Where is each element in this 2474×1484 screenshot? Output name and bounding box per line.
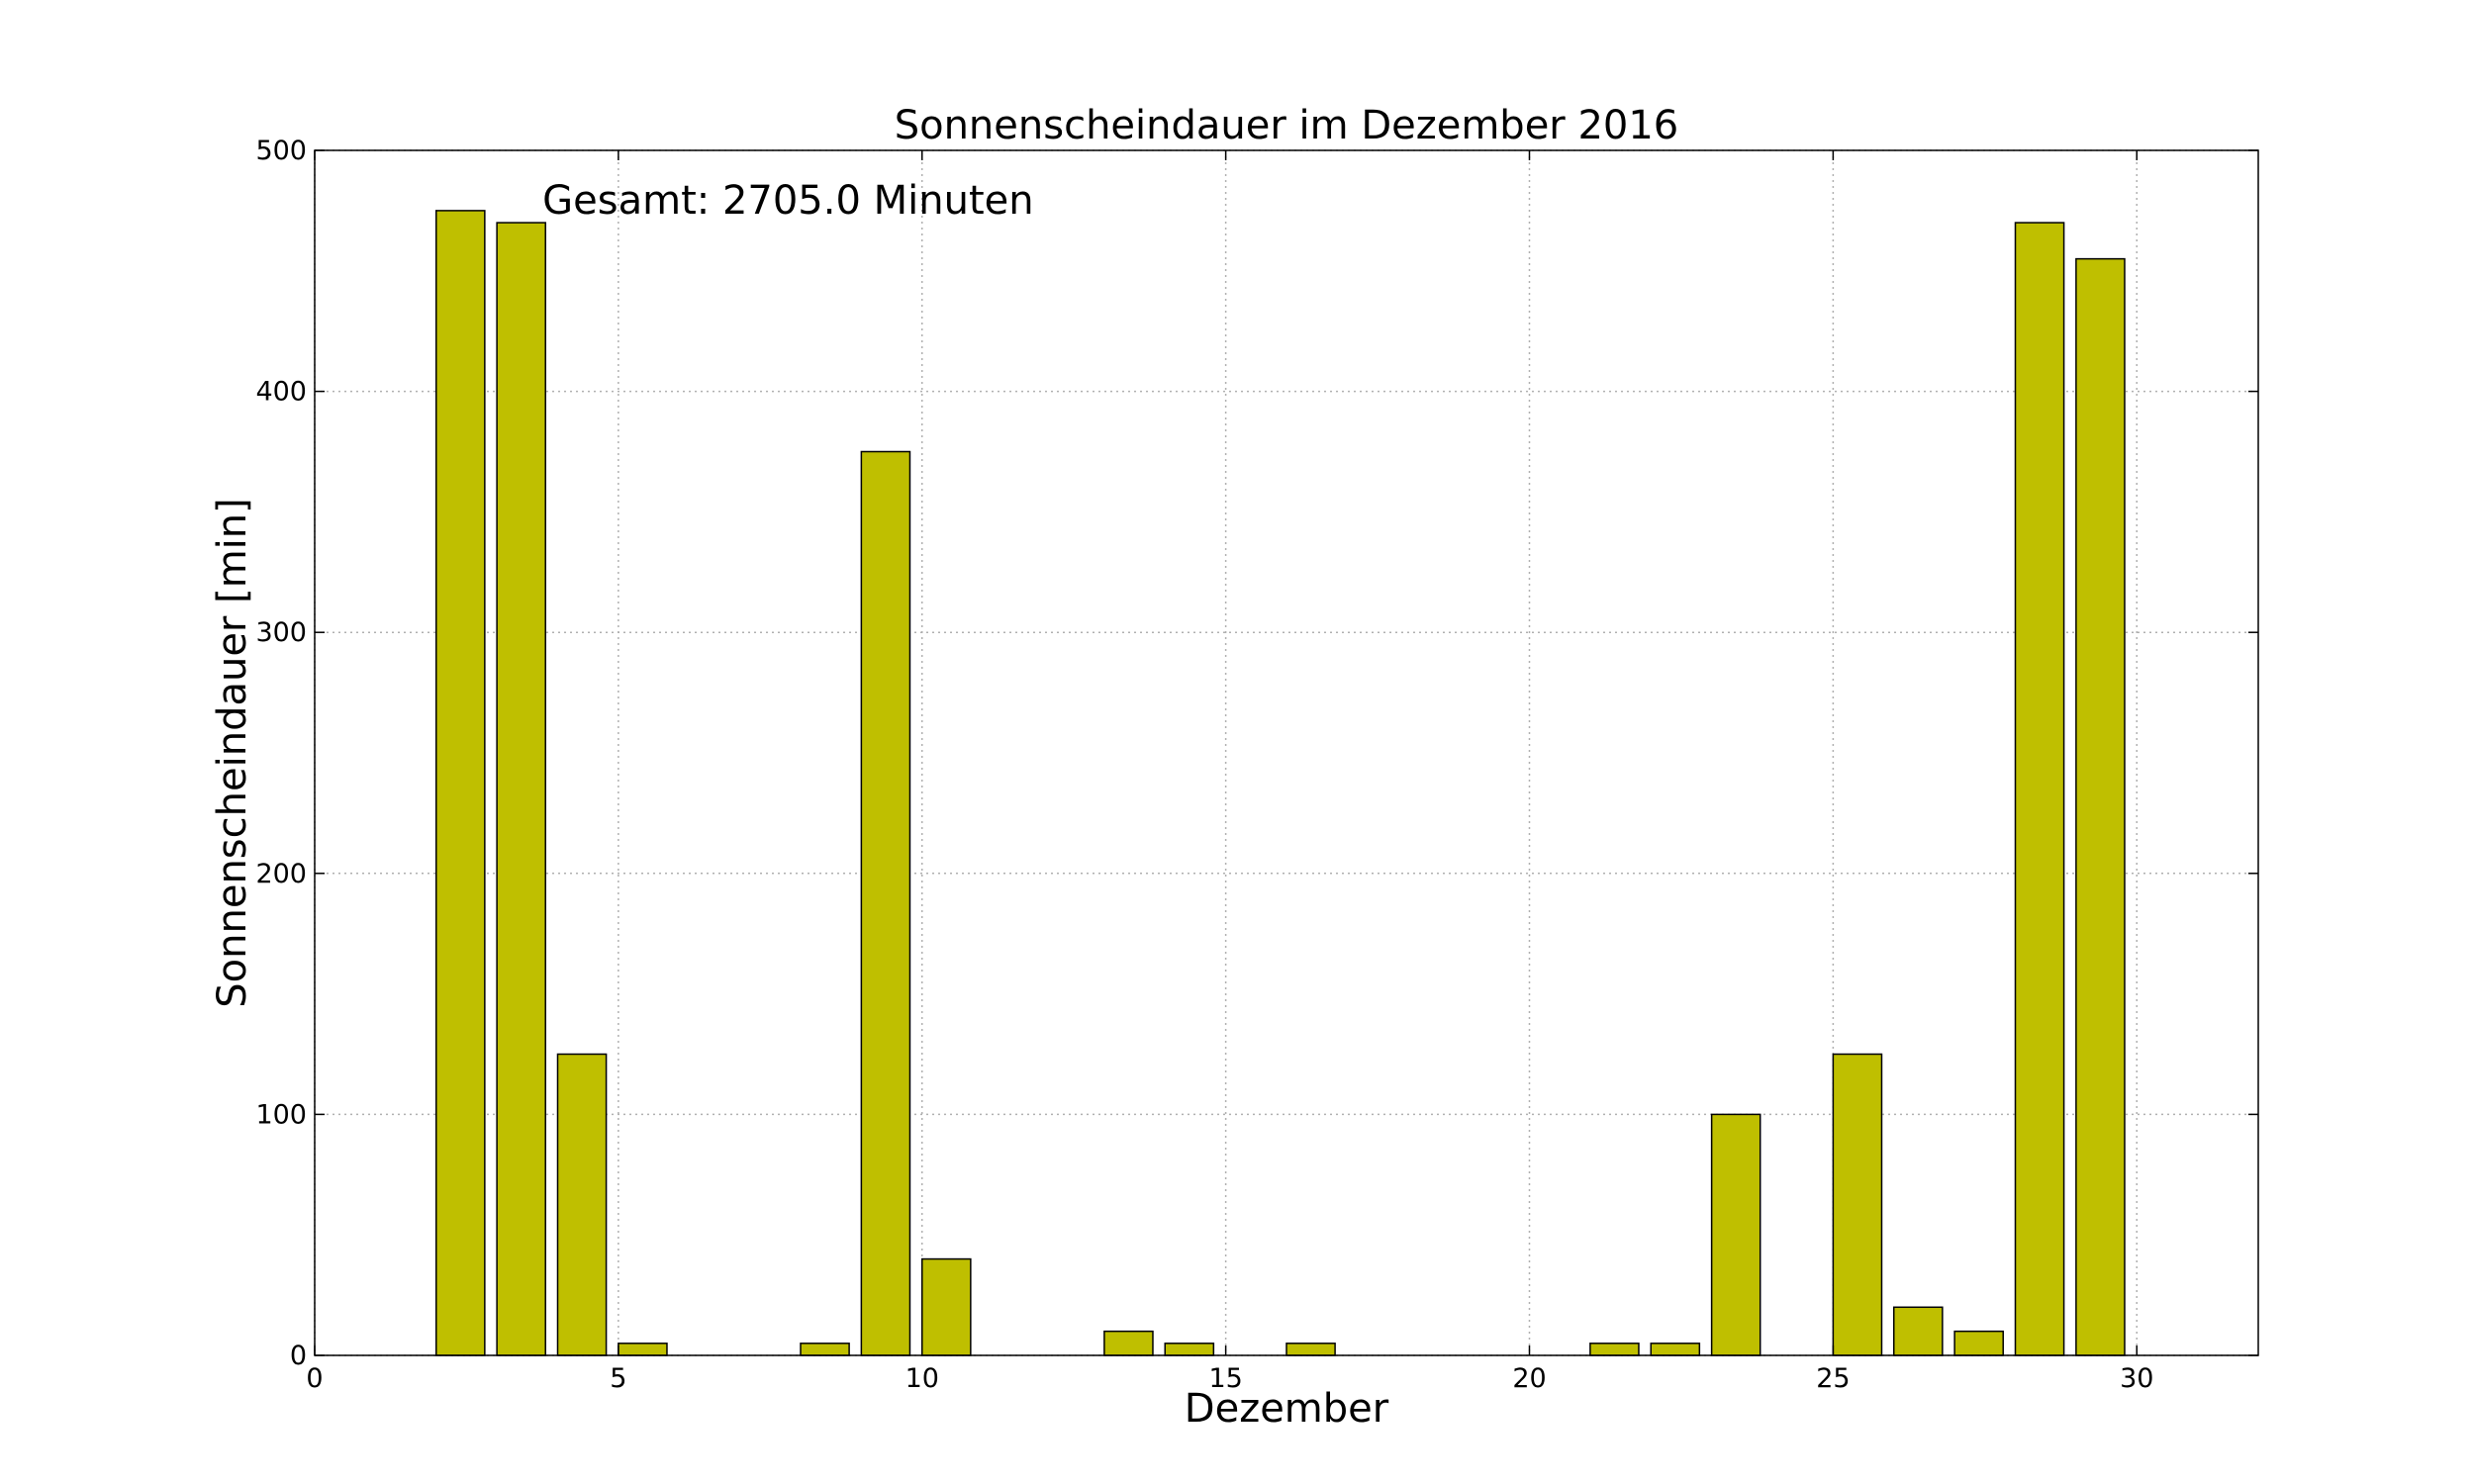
bar-day-22 [1650, 1343, 1701, 1356]
x-axis-label: Dezember [1185, 1386, 1389, 1432]
bar-day-21 [1589, 1343, 1640, 1356]
y-tick-label: 500 [255, 136, 307, 166]
x-tick-label: 25 [1816, 1363, 1850, 1394]
bar-day-10 [921, 1257, 972, 1356]
bar-day-16 [1285, 1343, 1336, 1356]
y-tick-label: 100 [255, 1099, 307, 1130]
bar-day-26 [1893, 1306, 1944, 1356]
bar-day-4 [556, 1053, 608, 1356]
x-tick-label: 0 [306, 1363, 323, 1394]
bars [435, 210, 2126, 1356]
y-tick-label: 0 [290, 1341, 307, 1371]
bar-day-9 [860, 450, 911, 1356]
bar-day-23 [1710, 1113, 1761, 1356]
x-tick-label: 5 [610, 1363, 626, 1394]
bar-day-5 [618, 1343, 668, 1356]
bar-day-29 [2075, 257, 2126, 1356]
x-tick-label: 15 [1208, 1363, 1242, 1394]
x-tick-label: 20 [1512, 1363, 1546, 1394]
chart-title: Sonnenscheindauer im Dezember 2016 [895, 103, 1679, 148]
bar-day-27 [1953, 1330, 2004, 1356]
bar-day-2 [435, 210, 486, 1356]
bar-day-28 [2014, 222, 2065, 1356]
y-axis-label: Sonnenscheindauer [min] [210, 498, 255, 1007]
x-tick-label: 10 [905, 1363, 939, 1394]
total-annotation: Gesamt: 2705.0 Minuten [542, 178, 1033, 224]
x-tick-label: 30 [2120, 1363, 2153, 1394]
plot-frame [314, 149, 2259, 1356]
bar-day-3 [496, 222, 546, 1356]
y-tick-label: 200 [255, 859, 307, 889]
bar-day-25 [1832, 1053, 1883, 1356]
bar-day-8 [800, 1343, 850, 1356]
bar-day-14 [1164, 1343, 1215, 1356]
bar-day-13 [1103, 1330, 1154, 1356]
y-tick-label: 300 [255, 617, 307, 648]
y-tick-label: 400 [255, 377, 307, 408]
